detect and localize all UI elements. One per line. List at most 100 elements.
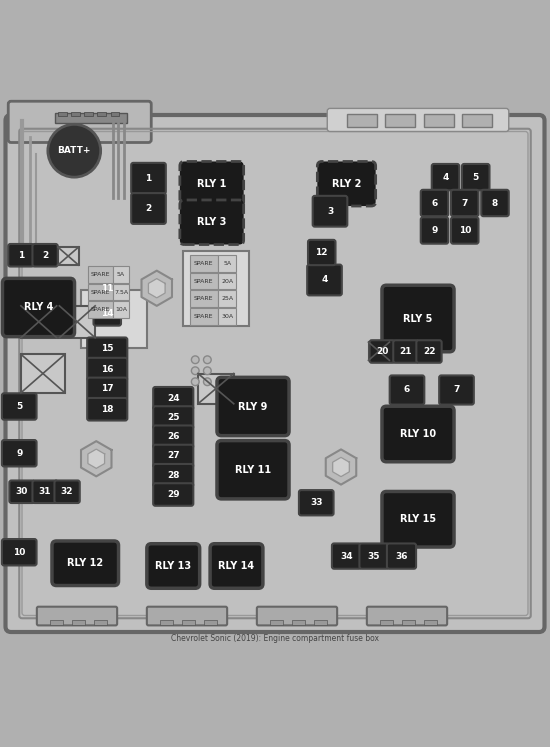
Text: 4: 4 bbox=[321, 276, 328, 285]
Bar bbox=[88, 284, 113, 300]
FancyBboxPatch shape bbox=[183, 252, 249, 326]
Bar bbox=[88, 266, 113, 283]
Text: RLY 14: RLY 14 bbox=[218, 561, 255, 571]
FancyBboxPatch shape bbox=[317, 161, 376, 206]
FancyBboxPatch shape bbox=[8, 102, 151, 143]
FancyBboxPatch shape bbox=[307, 264, 342, 295]
Bar bbox=[218, 273, 236, 289]
Text: 18: 18 bbox=[101, 405, 113, 414]
Text: 10: 10 bbox=[13, 548, 25, 557]
Text: Chevrolet Sonic (2019): Engine compartment fuse box: Chevrolet Sonic (2019): Engine compartme… bbox=[171, 634, 379, 643]
Text: RLY 1: RLY 1 bbox=[197, 179, 227, 189]
Bar bbox=[385, 114, 415, 127]
FancyBboxPatch shape bbox=[210, 544, 263, 589]
FancyBboxPatch shape bbox=[432, 164, 459, 190]
Text: 10A: 10A bbox=[115, 307, 127, 312]
Text: SPARE: SPARE bbox=[91, 307, 110, 312]
Text: RLY 3: RLY 3 bbox=[197, 217, 227, 227]
Text: 4: 4 bbox=[442, 173, 449, 182]
Text: SPARE: SPARE bbox=[91, 272, 110, 277]
Circle shape bbox=[191, 378, 199, 385]
Bar bbox=[218, 291, 236, 307]
Bar bbox=[198, 374, 234, 403]
FancyBboxPatch shape bbox=[451, 190, 478, 216]
FancyBboxPatch shape bbox=[312, 196, 348, 226]
FancyBboxPatch shape bbox=[389, 376, 425, 405]
FancyBboxPatch shape bbox=[217, 441, 289, 499]
FancyBboxPatch shape bbox=[94, 276, 121, 301]
Text: 3: 3 bbox=[327, 207, 333, 216]
FancyBboxPatch shape bbox=[32, 480, 58, 503]
Text: 27: 27 bbox=[167, 451, 179, 460]
FancyBboxPatch shape bbox=[257, 607, 337, 625]
FancyBboxPatch shape bbox=[8, 244, 34, 267]
Bar bbox=[88, 302, 113, 318]
FancyBboxPatch shape bbox=[382, 406, 454, 462]
Text: 33: 33 bbox=[310, 498, 322, 507]
Bar bbox=[55, 113, 126, 123]
Text: 24: 24 bbox=[167, 394, 179, 403]
FancyBboxPatch shape bbox=[6, 115, 544, 632]
Text: 14: 14 bbox=[101, 309, 113, 317]
Text: RLY 13: RLY 13 bbox=[155, 561, 191, 571]
Bar bbox=[58, 112, 67, 116]
Bar bbox=[462, 114, 492, 127]
Bar bbox=[72, 620, 85, 625]
Bar bbox=[58, 247, 79, 265]
FancyBboxPatch shape bbox=[3, 279, 75, 337]
Bar bbox=[160, 620, 173, 625]
FancyBboxPatch shape bbox=[153, 464, 194, 486]
FancyBboxPatch shape bbox=[180, 161, 244, 206]
FancyBboxPatch shape bbox=[327, 108, 509, 131]
Bar bbox=[182, 620, 195, 625]
FancyBboxPatch shape bbox=[2, 539, 36, 565]
Text: RLY 10: RLY 10 bbox=[400, 429, 436, 439]
Text: 10: 10 bbox=[459, 226, 471, 235]
Text: 2: 2 bbox=[42, 251, 48, 260]
Polygon shape bbox=[88, 449, 104, 468]
FancyBboxPatch shape bbox=[87, 378, 128, 400]
Text: 2: 2 bbox=[145, 204, 152, 213]
Text: 30A: 30A bbox=[221, 314, 233, 319]
Text: SPARE: SPARE bbox=[194, 297, 213, 301]
Text: RLY 4: RLY 4 bbox=[24, 303, 53, 312]
Text: RLY 15: RLY 15 bbox=[400, 514, 436, 524]
FancyBboxPatch shape bbox=[387, 544, 416, 568]
Bar bbox=[97, 112, 106, 116]
FancyBboxPatch shape bbox=[52, 541, 119, 586]
FancyBboxPatch shape bbox=[421, 217, 448, 244]
Bar bbox=[190, 291, 218, 307]
Text: 11: 11 bbox=[101, 284, 113, 293]
Text: 17: 17 bbox=[101, 385, 113, 394]
FancyBboxPatch shape bbox=[87, 398, 128, 421]
Text: 6: 6 bbox=[404, 385, 410, 394]
FancyBboxPatch shape bbox=[370, 340, 395, 363]
FancyBboxPatch shape bbox=[299, 490, 333, 515]
Text: SPARE: SPARE bbox=[194, 261, 213, 266]
FancyBboxPatch shape bbox=[87, 358, 128, 380]
FancyBboxPatch shape bbox=[367, 607, 447, 625]
Text: RLY 9: RLY 9 bbox=[238, 401, 268, 412]
Bar bbox=[59, 306, 95, 338]
Text: SPARE: SPARE bbox=[194, 279, 213, 284]
Text: 25A: 25A bbox=[221, 297, 233, 301]
FancyBboxPatch shape bbox=[462, 164, 490, 190]
Polygon shape bbox=[141, 270, 172, 306]
Circle shape bbox=[191, 367, 199, 374]
Text: 29: 29 bbox=[167, 490, 179, 499]
Bar bbox=[50, 620, 63, 625]
FancyBboxPatch shape bbox=[481, 190, 509, 216]
Bar bbox=[94, 620, 107, 625]
Bar bbox=[204, 620, 217, 625]
Text: 20: 20 bbox=[376, 347, 388, 356]
Text: 31: 31 bbox=[39, 487, 51, 496]
Text: 5: 5 bbox=[472, 173, 479, 182]
Bar bbox=[368, 342, 389, 360]
Text: 5A: 5A bbox=[223, 261, 231, 266]
FancyBboxPatch shape bbox=[54, 480, 80, 503]
Bar bbox=[218, 255, 236, 272]
Circle shape bbox=[48, 124, 101, 177]
Bar bbox=[270, 620, 283, 625]
Text: 7: 7 bbox=[453, 385, 460, 394]
Text: 36: 36 bbox=[395, 551, 408, 560]
